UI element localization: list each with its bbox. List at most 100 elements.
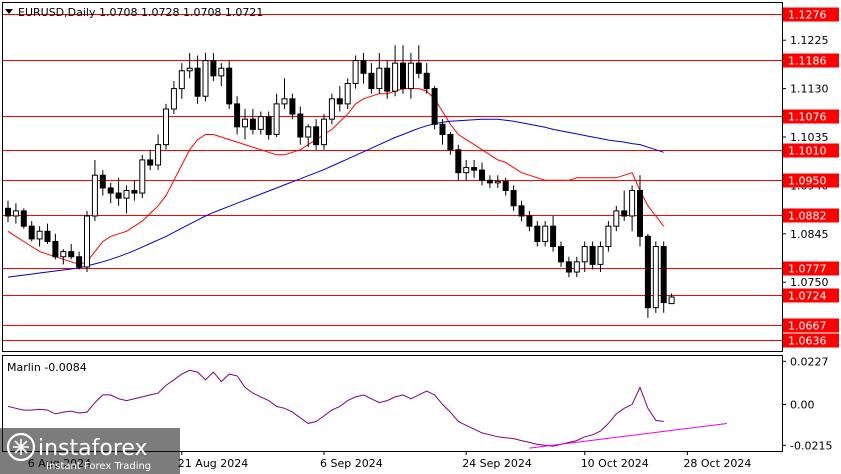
candle-body-64 bbox=[510, 190, 517, 207]
time-tick-label-2: 6 Sep 2024 bbox=[320, 457, 383, 470]
price-tick-label-4: 1.0845 bbox=[790, 228, 829, 241]
candle-body-20 bbox=[163, 108, 169, 146]
candle-body-35 bbox=[281, 98, 288, 105]
level-label-0: 1.1276 bbox=[788, 9, 827, 22]
chart-menu-triangle-icon[interactable] bbox=[5, 9, 13, 14]
time-tick-label-3: 24 Sep 2024 bbox=[462, 457, 532, 470]
price-tick-label-2: 1.1035 bbox=[790, 131, 829, 144]
candle-body-55 bbox=[439, 123, 446, 135]
candle-body-19 bbox=[155, 144, 162, 166]
candle-body-66 bbox=[526, 215, 533, 227]
candle-body-16 bbox=[131, 190, 138, 194]
level-label-box-0 bbox=[783, 7, 839, 22]
moving-averages bbox=[7, 88, 665, 278]
candle-body-57 bbox=[455, 149, 462, 174]
candle-body-8 bbox=[68, 251, 75, 258]
candle-body-59 bbox=[471, 167, 478, 171]
level-label-box-2 bbox=[783, 109, 839, 124]
candle-body-5 bbox=[44, 230, 51, 242]
candle-body-22 bbox=[178, 70, 185, 90]
candle-body-72 bbox=[573, 261, 580, 273]
marlin-trendline bbox=[529, 422, 727, 449]
marlin-line bbox=[7, 369, 664, 447]
level-label-1: 1.1186 bbox=[788, 55, 827, 68]
candle-body-42 bbox=[336, 98, 343, 105]
moving-average-line-0 bbox=[7, 88, 665, 265]
candle-body-71 bbox=[565, 261, 572, 273]
candle-body-38 bbox=[305, 126, 312, 138]
candle-body-18 bbox=[147, 159, 154, 166]
candle-body-11 bbox=[91, 174, 98, 217]
candle-body-75 bbox=[597, 246, 604, 265]
candle-body-29 bbox=[234, 103, 241, 128]
candle-body-79 bbox=[629, 190, 636, 217]
candle-body-67 bbox=[534, 225, 541, 242]
candle-body-37 bbox=[297, 113, 304, 138]
candle-body-80 bbox=[637, 190, 643, 237]
level-labels: 1.1276 1.1186 1.1076 1.1010 1.0950 1.0882 1.07… bbox=[783, 7, 839, 348]
candle-body-14 bbox=[115, 192, 122, 199]
candle-body-60 bbox=[479, 169, 485, 181]
candle-body-1 bbox=[12, 210, 19, 217]
level-label-8: 1.0667 bbox=[788, 320, 827, 333]
level-label-2: 1.1076 bbox=[788, 111, 827, 124]
watermark-brand: instaforex bbox=[38, 436, 148, 461]
level-label-box-8 bbox=[783, 318, 839, 333]
candle-body-17 bbox=[139, 159, 146, 194]
candle-body-15 bbox=[123, 190, 130, 199]
level-label-box-1 bbox=[783, 53, 839, 68]
candle-body-45 bbox=[360, 60, 367, 74]
candle-body-52 bbox=[415, 62, 422, 74]
candle-body-47 bbox=[376, 67, 383, 90]
candle-body-33 bbox=[265, 116, 272, 135]
price-tick-label-0: 1.1225 bbox=[790, 34, 829, 47]
candle-body-44 bbox=[352, 60, 359, 85]
candle-body-82 bbox=[652, 246, 659, 309]
indicator-header: Marlin -0.0084 bbox=[7, 361, 87, 374]
time-tick-label-5: 28 Oct 2024 bbox=[683, 457, 751, 470]
marlin-tick-label-2: -0.0215 bbox=[790, 439, 832, 452]
candle-body-30 bbox=[242, 118, 248, 128]
time-tick-label-4: 10 Oct 2024 bbox=[581, 457, 649, 470]
candle-body-3 bbox=[28, 225, 35, 240]
candle-body-78 bbox=[621, 210, 628, 217]
candle-body-70 bbox=[558, 246, 564, 263]
candle-body-62 bbox=[494, 180, 501, 184]
candle-body-9 bbox=[76, 256, 83, 268]
candle-body-10 bbox=[84, 215, 90, 268]
instaforex-watermark: instaforex Instant Forex Trading bbox=[0, 428, 180, 474]
candle-body-32 bbox=[257, 116, 264, 130]
candle-body-63 bbox=[502, 180, 509, 192]
candle-body-74 bbox=[589, 246, 596, 265]
level-label-box-9 bbox=[783, 333, 839, 348]
candle-body-39 bbox=[313, 126, 320, 146]
candle-body-7 bbox=[60, 251, 67, 258]
marlin-indicator: 0.0227 0.00 -0.0215 bbox=[7, 355, 832, 452]
moving-average-line-1 bbox=[7, 118, 664, 278]
time-tick-label-1: 21 Aug 2024 bbox=[178, 457, 248, 470]
symbol-header: EURUSD,Daily 1.0708 1.0728 1.0708 1.0721 bbox=[18, 6, 263, 19]
marlin-tick-label-1: 0.00 bbox=[790, 398, 815, 411]
candle-body-73 bbox=[581, 246, 588, 263]
level-label-box-5 bbox=[783, 208, 839, 223]
candle-body-41 bbox=[328, 98, 335, 120]
level-label-box-3 bbox=[783, 143, 839, 158]
candle-body-48 bbox=[384, 67, 391, 92]
candle-body-31 bbox=[249, 118, 256, 130]
candle-body-34 bbox=[273, 103, 280, 135]
candle-body-13 bbox=[107, 187, 114, 194]
instaforex-logo-icon bbox=[6, 432, 36, 462]
level-label-box-6 bbox=[783, 261, 839, 276]
candle-body-21 bbox=[170, 88, 177, 110]
candle-body-76 bbox=[605, 225, 612, 248]
candle-body-53 bbox=[423, 72, 430, 90]
candle-body-46 bbox=[368, 72, 375, 90]
candle-body-23 bbox=[186, 67, 193, 72]
candle-body-51 bbox=[407, 62, 414, 90]
candle-body-65 bbox=[518, 205, 525, 217]
candle-body-61 bbox=[486, 179, 493, 184]
candle-body-36 bbox=[289, 98, 296, 115]
